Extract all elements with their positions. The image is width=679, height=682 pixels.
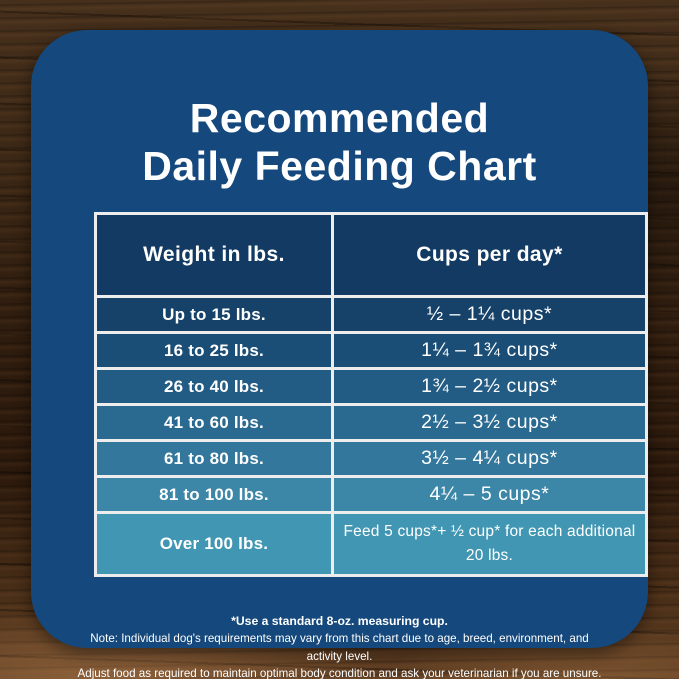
table-row: Up to 15 lbs. ½ – 1¼ cups*	[94, 295, 649, 334]
chart-title-line-1: Recommended	[189, 95, 490, 141]
weight-cell: Over 100 lbs.	[94, 511, 334, 577]
cups-cell: 1¼ – 1¾ cups*	[330, 331, 649, 370]
cups-cell: Feed 5 cups*+ ½ cup* for each additional…	[330, 511, 649, 577]
header-weight-cell: Weight in lbs.	[94, 212, 334, 298]
cups-cell: 4¼ – 5 cups*	[330, 475, 649, 514]
weight-cell: 26 to 40 lbs.	[94, 367, 334, 406]
feeding-table: Weight in lbs. Cups per day* Up to 15 lb…	[94, 212, 649, 577]
table-row: 26 to 40 lbs. 1¾ – 2½ cups*	[94, 367, 649, 406]
table-row: 41 to 60 lbs. 2½ – 3½ cups*	[94, 403, 649, 442]
footnote-note: Note: Individual dog's requirements may …	[90, 632, 589, 663]
table-row: Over 100 lbs. Feed 5 cups*+ ½ cup* for e…	[94, 511, 649, 577]
cups-cell: 3½ – 4¼ cups*	[330, 439, 649, 478]
header-cups-cell: Cups per day*	[330, 212, 649, 298]
table-row: 81 to 100 lbs. 4¼ – 5 cups*	[94, 475, 649, 514]
cups-cell: 2½ – 3½ cups*	[330, 403, 649, 442]
table-row: 16 to 25 lbs. 1¼ – 1¾ cups*	[94, 331, 649, 370]
cups-cell: ½ – 1¼ cups*	[330, 295, 649, 334]
table-header-row: Weight in lbs. Cups per day*	[94, 212, 649, 298]
feeding-chart-card: Recommended Daily Feeding Chart Weight in…	[31, 30, 649, 680]
table-row: 61 to 80 lbs. 3½ – 4¼ cups*	[94, 439, 649, 478]
chart-title: Recommended Daily Feeding Chart	[51, 94, 628, 190]
footnote-measuring-cup: *Use a standard 8-oz. measuring cup.	[231, 614, 448, 628]
footnotes: *Use a standard 8-oz. measuring cup. Not…	[76, 612, 603, 682]
weight-cell: 81 to 100 lbs.	[94, 475, 334, 514]
weight-cell: 16 to 25 lbs.	[94, 331, 334, 370]
chart-title-line-2: Daily Feeding Chart	[142, 143, 537, 189]
weight-cell: 41 to 60 lbs.	[94, 403, 334, 442]
cups-cell: 1¾ – 2½ cups*	[330, 367, 649, 406]
weight-cell: Up to 15 lbs.	[94, 295, 334, 334]
weight-cell: 61 to 80 lbs.	[94, 439, 334, 478]
footnote-adjust: Adjust food as required to maintain opti…	[77, 667, 602, 681]
